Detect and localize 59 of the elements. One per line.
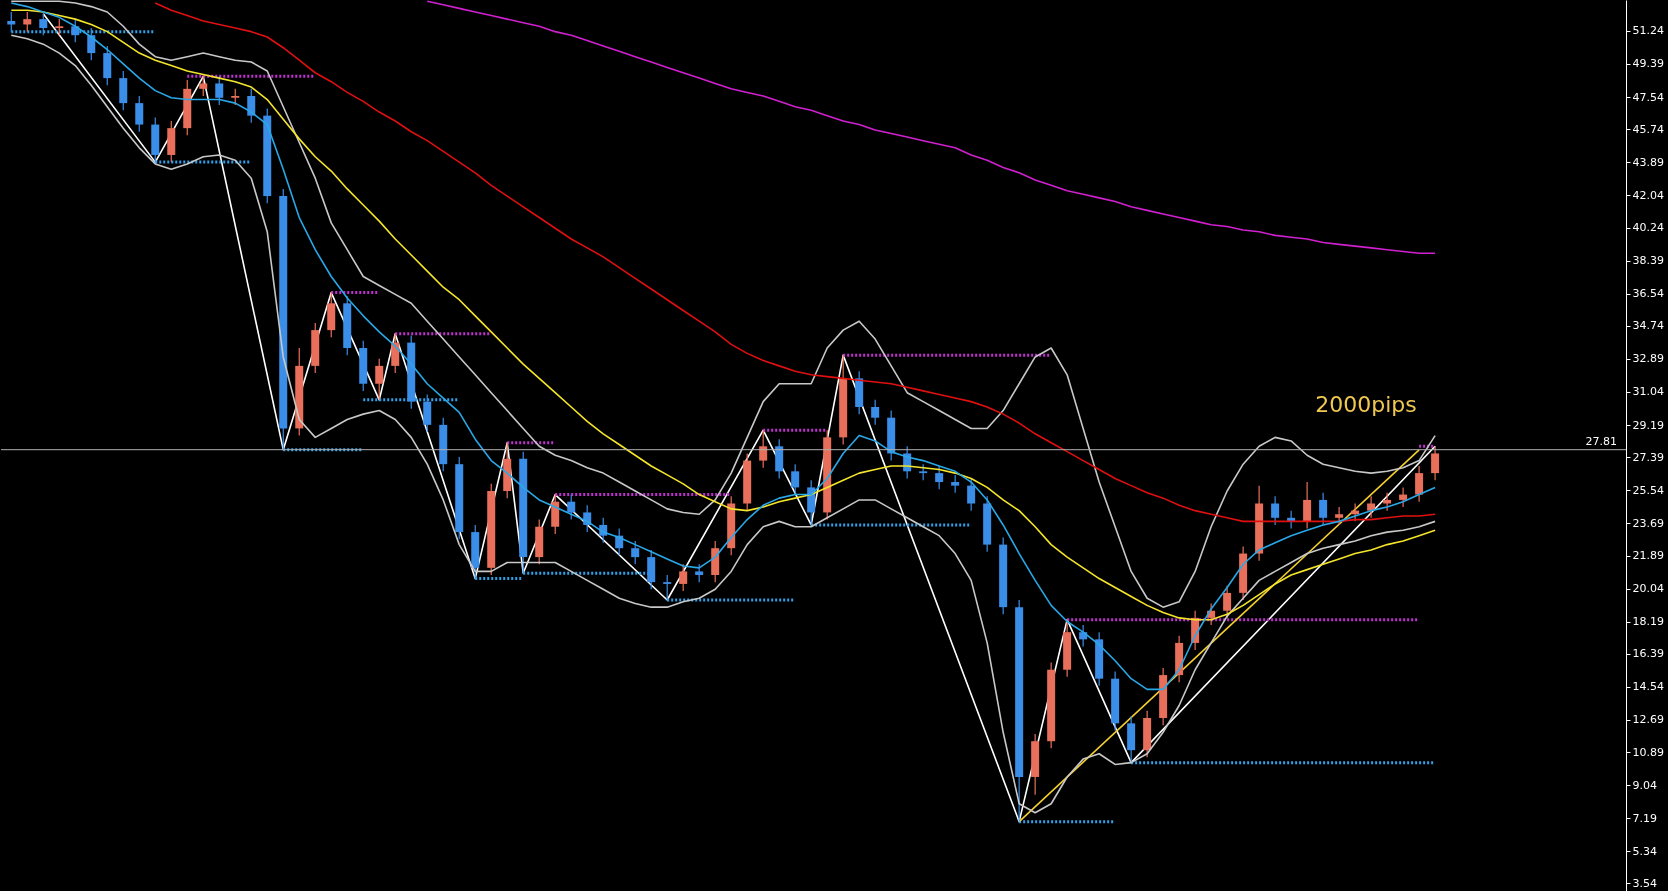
candlestick — [567, 493, 576, 521]
candlestick — [199, 75, 208, 97]
y-tick-label: 9.04 — [1632, 778, 1657, 792]
y-tick-label: 43.89 — [1632, 155, 1664, 169]
y-tick-label: 32.89 — [1632, 352, 1664, 366]
line-series — [154, 2, 1436, 523]
candlestick — [1303, 481, 1312, 530]
ref-line-label: 27.81 — [1585, 434, 1617, 448]
candlestick — [23, 11, 32, 33]
y-tick-label: 51.24 — [1632, 24, 1664, 38]
y-tick-label: 34.74 — [1632, 319, 1664, 333]
y-tick-label: 12.69 — [1632, 713, 1664, 727]
y-tick-label: 45.74 — [1632, 122, 1664, 136]
candlestick — [1223, 585, 1232, 619]
candlestick — [87, 27, 96, 61]
line-series — [426, 0, 1436, 255]
y-tick-label: 23.69 — [1632, 516, 1664, 530]
candlestick — [791, 463, 800, 496]
y-tick-label: 42.04 — [1632, 188, 1664, 202]
candlestick — [1415, 465, 1424, 503]
candlestick — [871, 399, 880, 426]
candlestick — [375, 358, 384, 401]
y-tick-label: 47.54 — [1632, 90, 1664, 104]
y-tick-label: 10.89 — [1632, 745, 1664, 759]
candlestick — [247, 88, 256, 124]
y-tick-label: 5.34 — [1632, 844, 1657, 858]
y-tick-label: 31.04 — [1632, 385, 1664, 399]
y-tick-label: 29.19 — [1632, 418, 1664, 432]
y-tick-label: 3.54 — [1632, 876, 1657, 890]
candlestick — [1335, 506, 1344, 526]
annotation: 2000pips — [1315, 392, 1417, 417]
candlestick — [1431, 445, 1440, 481]
y-tick-label: 36.54 — [1632, 287, 1664, 301]
y-tick-label: 21.89 — [1632, 549, 1664, 563]
y-tick-label: 27.39 — [1632, 450, 1664, 464]
candlestick — [215, 75, 224, 106]
candlestick — [423, 393, 432, 433]
y-tick-label: 18.19 — [1632, 615, 1664, 629]
y-tick-label: 40.24 — [1632, 221, 1664, 235]
candlestick — [1319, 492, 1328, 526]
y-tick-label: 16.39 — [1632, 647, 1664, 661]
y-tick-label: 25.54 — [1632, 483, 1664, 497]
candlestick — [967, 477, 976, 512]
candlestick — [663, 574, 672, 601]
candlestick — [39, 13, 48, 36]
candlestick — [1367, 495, 1376, 519]
candlestick — [1271, 495, 1280, 526]
candlestick — [71, 18, 80, 43]
y-tick-label: 7.19 — [1632, 811, 1657, 825]
y-tick-label: 20.04 — [1632, 582, 1664, 596]
y-tick-label: 14.54 — [1632, 680, 1664, 694]
candlestick — [1399, 486, 1408, 508]
y-tick-label: 38.39 — [1632, 254, 1664, 268]
candlestick — [135, 95, 144, 133]
y-tick-label: 49.39 — [1632, 57, 1664, 71]
candlestick — [935, 465, 944, 490]
candlestick — [759, 429, 768, 469]
candlestick — [679, 563, 688, 592]
candlestick — [631, 540, 640, 565]
